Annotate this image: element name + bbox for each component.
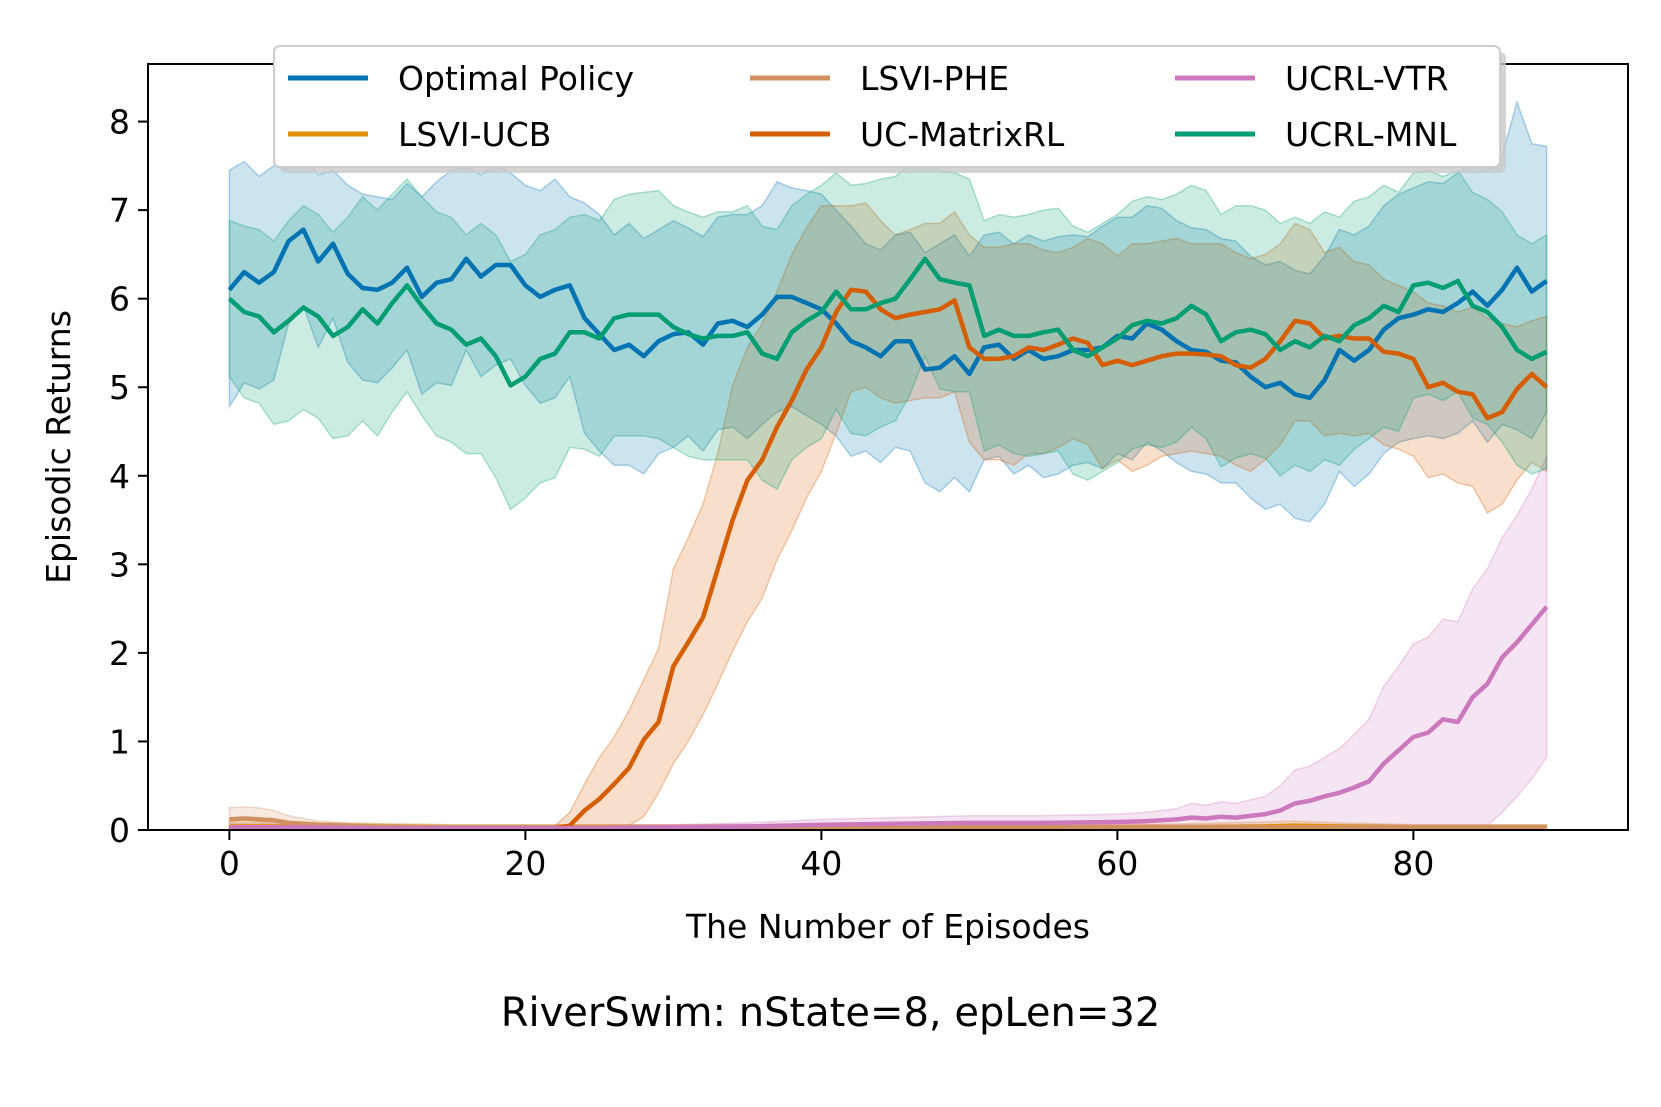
uc-matrixrl-legend-label: UC-MatrixRL <box>860 115 1065 154</box>
series-lines <box>227 227 1549 831</box>
ucrl-mnl-line <box>227 256 1548 388</box>
y-tick-label: 3 <box>109 545 130 584</box>
x-axis-ticks: 0 20 40 60 80 <box>219 830 1434 883</box>
uc-matrixrl-line <box>229 287 1549 831</box>
y-tick-label: 7 <box>109 191 130 230</box>
x-tick-label: 80 <box>1392 844 1434 883</box>
x-tick-label: 20 <box>504 844 546 883</box>
optimal-policy-legend-label: Optimal Policy <box>398 59 634 98</box>
lsvi-phe-legend-label: LSVI-PHE <box>860 59 1009 98</box>
ucrl-mnl-band <box>228 160 1548 511</box>
legend: Optimal Policy LSVI-UCB LSVI-PHE UC-MatrixR… <box>273 45 1506 173</box>
y-tick-label: 4 <box>109 457 130 496</box>
y-tick-label: 0 <box>109 811 130 850</box>
confidence-bands <box>228 99 1548 831</box>
ucrl-mnl-legend-label: UCRL-MNL <box>1285 115 1457 154</box>
y-tick-label: 1 <box>109 722 130 761</box>
optimal-policy-line <box>227 227 1548 401</box>
x-tick-label: 40 <box>800 844 842 883</box>
figure-caption: RiverSwim: nState=8, epLen=32 <box>500 990 1161 1036</box>
ucrl-vtr-band <box>228 455 1548 831</box>
lsvi-ucb-legend-label: LSVI-UCB <box>398 115 551 154</box>
y-axis-ticks: 0 1 2 3 4 5 6 7 8 <box>109 103 148 850</box>
x-axis-label: The Number of Episodes <box>685 907 1090 946</box>
y-tick-label: 5 <box>109 368 130 407</box>
y-axis-label: Episodic Returns <box>39 310 78 584</box>
ucrl-vtr-line <box>229 605 1549 831</box>
ucrl-vtr-legend-label: UCRL-VTR <box>1285 59 1449 98</box>
y-tick-label: 6 <box>109 280 130 319</box>
x-tick-label: 60 <box>1096 844 1138 883</box>
x-tick-label: 0 <box>219 844 240 883</box>
y-tick-label: 8 <box>109 103 130 142</box>
y-tick-label: 2 <box>109 634 130 673</box>
